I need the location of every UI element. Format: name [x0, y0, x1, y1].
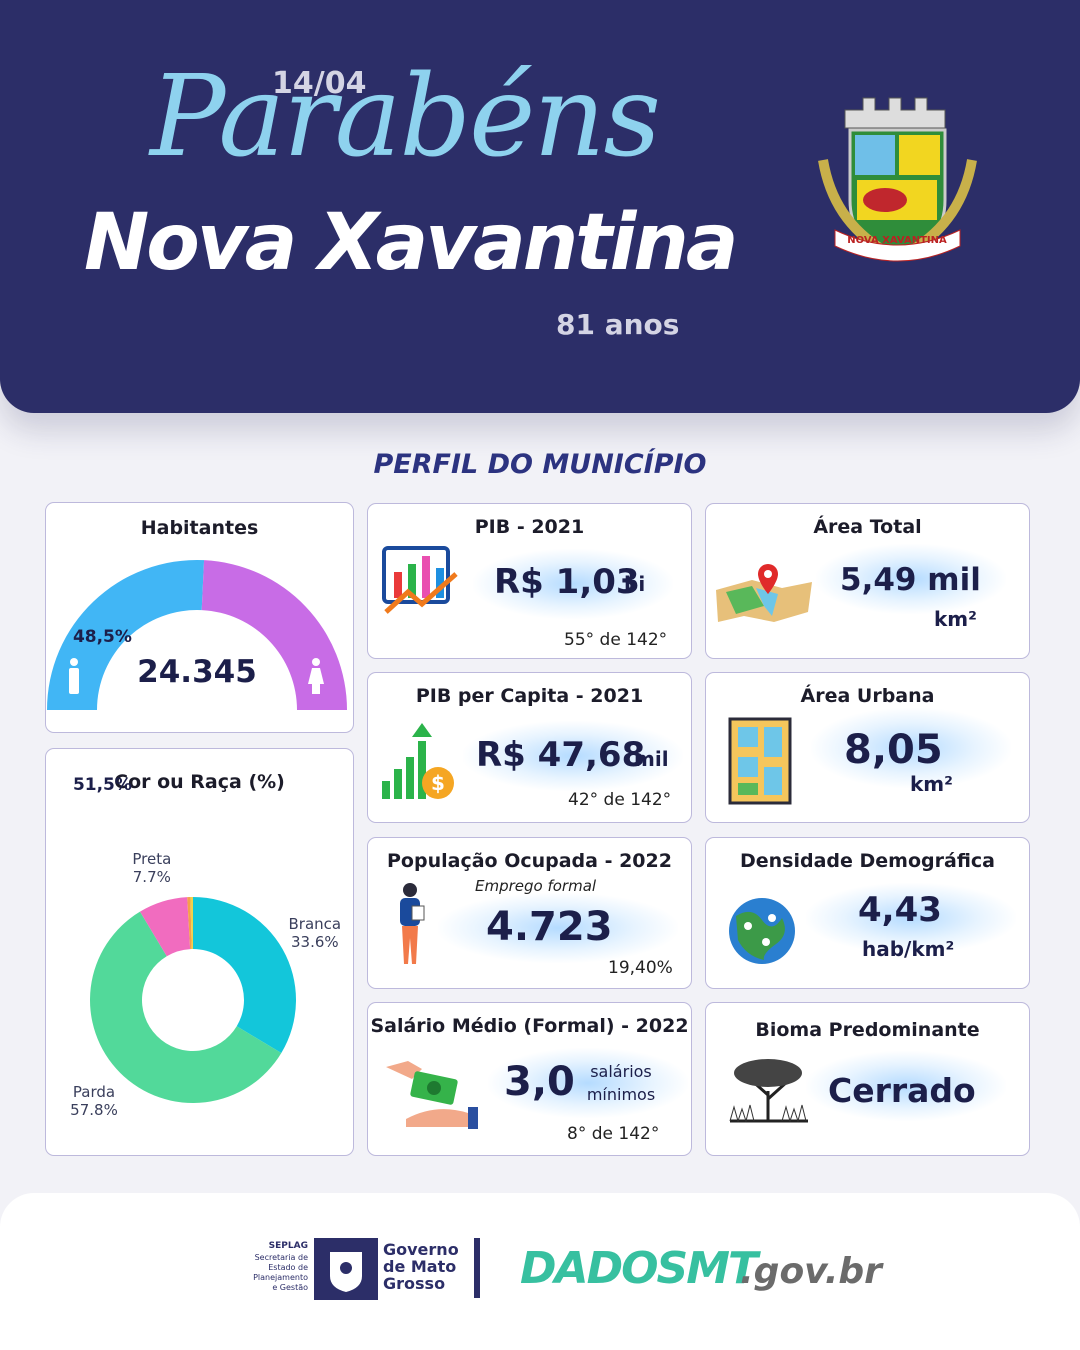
- card-title: Bioma Predominante: [755, 1019, 980, 1041]
- segment: [140, 897, 191, 957]
- icon-part: [308, 668, 324, 694]
- icon-money: [386, 1061, 478, 1129]
- card-title: Densidade Demográfica: [740, 850, 995, 872]
- card-unit: hab/km²: [862, 937, 955, 961]
- icon-part: [70, 658, 78, 666]
- card: Área Total 5,49 mil km²: [705, 503, 1030, 659]
- category-label: Preta: [132, 850, 171, 868]
- icon-chart: [382, 546, 458, 614]
- card-title: Área Urbana: [800, 685, 935, 707]
- category-label: Parda: [73, 1083, 115, 1101]
- footer: SEPLAG Secretaria de Estado de Planejame…: [0, 1193, 1080, 1350]
- card-title: PIB per Capita - 2021: [415, 685, 644, 707]
- card-unit: bi: [624, 572, 646, 596]
- segment: [187, 897, 192, 950]
- icon-globe: [729, 898, 795, 964]
- crest-tower: [844, 97, 946, 129]
- card-value: 8,05: [844, 727, 943, 773]
- card-value: 4.723: [486, 904, 613, 950]
- icon-male: [69, 658, 79, 694]
- segment: [47, 560, 205, 710]
- portal-domain: .gov.br: [740, 1251, 882, 1292]
- date: 14/04: [272, 66, 367, 101]
- seplag: SEPLAG: [268, 1241, 308, 1251]
- mt-crest: [314, 1238, 378, 1300]
- city: Nova Xavantina: [84, 198, 738, 288]
- icon-city-map: [728, 717, 792, 805]
- value-label: 33.6%: [291, 933, 339, 951]
- center-label: 24.345: [137, 654, 257, 690]
- card: PIB - 2021 R$ 1,03 bi 55° de 142°: [367, 503, 692, 659]
- category-label: Branca: [289, 915, 342, 933]
- value-label: 48,5%: [73, 627, 132, 647]
- card: Área Urbana 8,05 km²: [705, 672, 1030, 823]
- crest: NOVA XAVANTINA: [818, 97, 977, 262]
- card-unit: salários mínimos: [586, 1062, 656, 1104]
- value-label: 51,5%: [73, 775, 132, 795]
- crest-quarter: [899, 135, 940, 175]
- crest-ribbon: [834, 229, 961, 262]
- card-title: Habitantes: [140, 517, 259, 539]
- card: Bioma Predominante Cerrado: [705, 1002, 1030, 1156]
- card: PIB per Capita - 2021 $ R$ 47,68 mil 42°…: [367, 672, 692, 823]
- card-unit: mil: [634, 747, 669, 771]
- card-unit: km²: [910, 772, 953, 796]
- card-title: Área Total: [813, 516, 922, 538]
- icon-cerrado: [729, 1059, 808, 1123]
- value-label: 7.7%: [133, 868, 171, 886]
- card-subtitle: Emprego formal: [475, 877, 597, 895]
- value-label: 57.8%: [70, 1101, 118, 1119]
- section-title: PERFIL DO MUNICÍPIO: [373, 449, 707, 480]
- card-note: 8° de 142°: [567, 1124, 660, 1144]
- crest-quarter: [855, 135, 895, 175]
- card: Densidade Demográfica 4,43 hab/km²: [705, 837, 1030, 989]
- card-note: 42° de 142°: [568, 790, 672, 810]
- icon-growth: $: [382, 723, 454, 799]
- card-unit: km²: [934, 607, 977, 631]
- card-title: População Ocupada - 2022: [387, 850, 672, 872]
- icon-map: [716, 564, 812, 622]
- portal: DADOSMT: [520, 1243, 758, 1294]
- card-value: 5,49 mil: [840, 562, 981, 598]
- card: População Ocupada - 2022 Emprego formal …: [367, 837, 692, 989]
- card-value: R$ 1,03: [494, 562, 640, 602]
- crest-bull: [863, 188, 907, 212]
- crest-label: NOVA XAVANTINA: [847, 235, 947, 246]
- card-value: R$ 47,68: [476, 735, 646, 775]
- icon-worker: [400, 883, 425, 964]
- segment: [190, 897, 193, 950]
- header: Parabéns 14/04 Nova Xavantina 81 anos NO…: [0, 0, 1080, 413]
- card-value: Cerrado: [828, 1071, 976, 1110]
- segment: [201, 560, 347, 710]
- segment: [193, 897, 297, 1053]
- card-title: PIB - 2021: [474, 516, 585, 538]
- greeting: Parabéns: [150, 52, 661, 182]
- card-value: 4,43: [858, 890, 942, 930]
- government: Governo de Mato Grosso: [383, 1240, 459, 1293]
- seplag-name: Secretaria de Estado de Planejamento e G…: [253, 1253, 308, 1292]
- age: 81 anos: [556, 308, 680, 341]
- card: Salário Médio (Formal) - 2022 3,0 salári…: [367, 1002, 692, 1156]
- icon-part: [69, 668, 79, 694]
- icon-female: [308, 658, 324, 694]
- svg-text:$: $: [431, 771, 445, 795]
- segment: [90, 911, 282, 1103]
- card-note: 55° de 142°: [564, 630, 668, 650]
- divider: [474, 1238, 480, 1298]
- card-note: 19,40%: [608, 958, 673, 978]
- icon-part: [312, 658, 320, 666]
- card-title: Cor ou Raça (%): [114, 771, 285, 793]
- card-value: 3,0: [504, 1059, 575, 1105]
- card-title: Salário Médio (Formal) - 2022: [370, 1015, 689, 1037]
